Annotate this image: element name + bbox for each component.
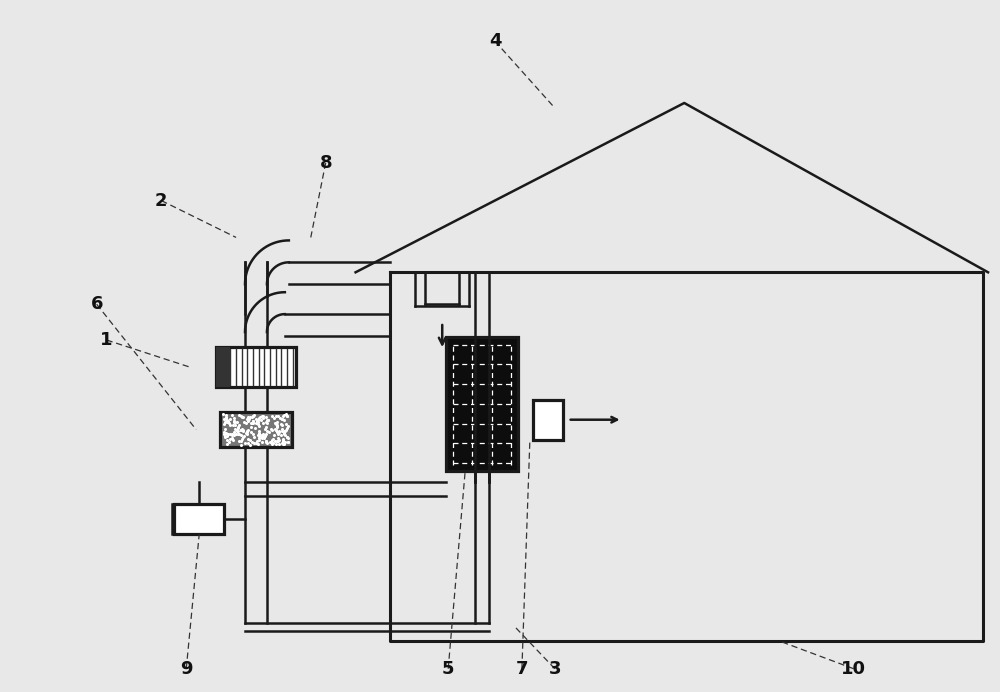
Bar	[174, 504, 224, 534]
Bar	[216, 347, 296, 387]
Text: 3: 3	[549, 659, 561, 677]
Text: 8: 8	[319, 154, 332, 172]
Bar	[446, 336, 518, 471]
Text: 2: 2	[155, 192, 168, 210]
Text: 10: 10	[841, 659, 866, 677]
Text: 9: 9	[180, 659, 193, 677]
Bar	[216, 347, 230, 387]
Text: 5: 5	[442, 659, 454, 677]
Bar	[533, 400, 563, 439]
Bar	[220, 412, 292, 447]
Text: 4: 4	[489, 33, 501, 51]
Text: 1: 1	[100, 331, 113, 349]
Text: 7: 7	[516, 659, 528, 677]
Text: 6: 6	[90, 295, 103, 313]
